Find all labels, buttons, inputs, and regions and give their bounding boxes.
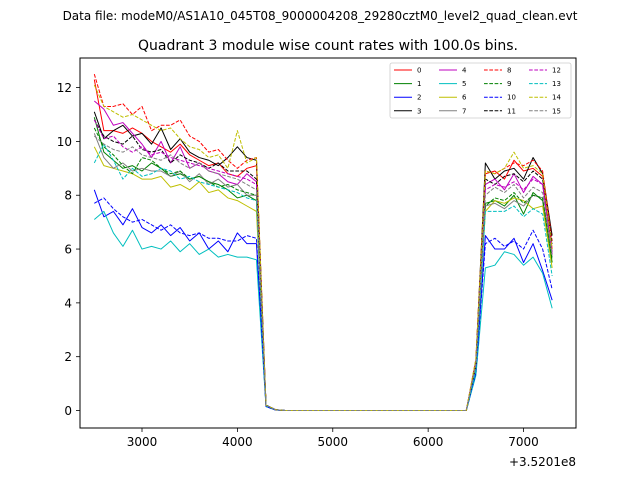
legend-label-7: 7 (462, 107, 466, 115)
legend-frame (389, 62, 572, 119)
y-axis: 0 2 4 6 8 10 12 (57, 81, 80, 418)
y-tick-label: 8 (64, 189, 72, 203)
x-tick-label: 7000 (508, 435, 539, 449)
x-tick-label: 4000 (222, 435, 253, 449)
x-tick-label: 3000 (127, 435, 158, 449)
legend-label-13: 13 (552, 80, 561, 88)
legend-label-11: 11 (507, 107, 516, 115)
legend-label-1: 1 (417, 80, 421, 88)
legend-label-5: 5 (462, 80, 466, 88)
x-tick-label: 5000 (317, 435, 348, 449)
chart-title: Quadrant 3 module wise count rates with … (138, 38, 518, 54)
series-line-13 (93, 143, 553, 412)
legend-label-2: 2 (417, 94, 421, 102)
plot-lines (93, 74, 553, 412)
legend-label-6: 6 (462, 94, 467, 102)
legend-label-14: 14 (552, 94, 561, 102)
x-axis: 3000 4000 5000 6000 7000 (127, 428, 539, 449)
axes-frame (79, 57, 577, 429)
y-tick-label: 12 (57, 81, 72, 95)
x-offset-text: +3.5201e8 (509, 455, 576, 469)
y-tick-label: 0 (64, 404, 72, 418)
series-line-6 (93, 146, 553, 412)
legend-label-8: 8 (507, 67, 511, 75)
y-tick-label: 4 (64, 296, 72, 310)
legend-label-0: 0 (417, 67, 421, 75)
legend-label-4: 4 (462, 67, 467, 75)
series-line-7 (93, 133, 553, 412)
y-tick-label: 2 (64, 350, 72, 364)
legend-label-10: 10 (507, 94, 516, 102)
legend-label-9: 9 (507, 80, 511, 88)
chart-suptitle: Data file: modeM0/AS1A10_045T08_90000042… (63, 9, 578, 23)
legend-label-15: 15 (552, 107, 561, 115)
legend-label-12: 12 (552, 67, 561, 75)
y-tick-label: 6 (64, 243, 72, 257)
series-line-15 (93, 135, 553, 412)
y-tick-label: 10 (57, 135, 72, 149)
legend-label-3: 3 (417, 107, 421, 115)
x-tick-label: 6000 (413, 435, 444, 449)
